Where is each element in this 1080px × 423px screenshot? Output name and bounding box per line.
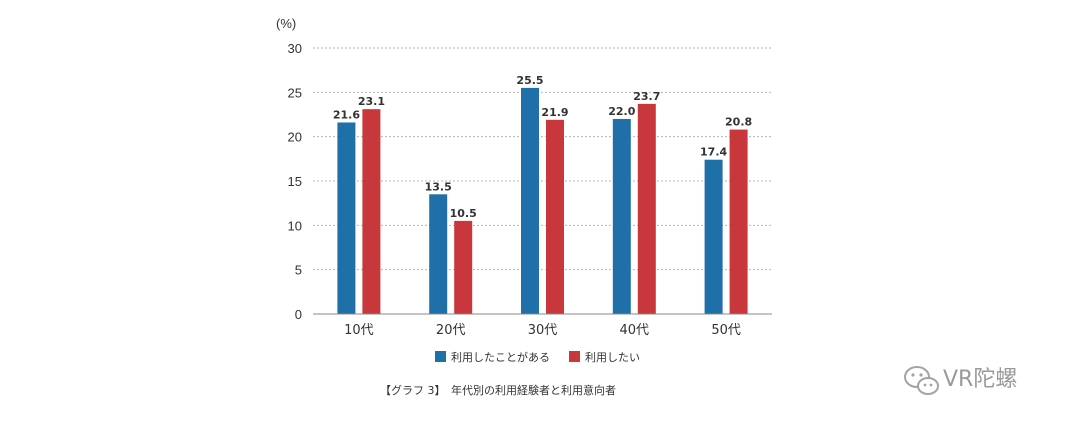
y-tick-label: 10 bbox=[288, 218, 302, 233]
data-labels: 21.623.1 13.5 10.5 25.5 21.9 22.0 23.7 17.4 20.8 bbox=[333, 74, 752, 220]
x-category-label: 40代 bbox=[620, 323, 650, 338]
watermark-text: VR陀螺 bbox=[943, 367, 1017, 392]
bar-series-2-50代 bbox=[729, 129, 748, 314]
legend-label-series-1: 利用したことがある bbox=[451, 350, 550, 364]
bar-series-2-40代 bbox=[637, 103, 656, 314]
legend: 利用したことがある 利用したい bbox=[435, 350, 640, 364]
y-unit-label: (%) bbox=[276, 16, 296, 31]
y-tick-label: 5 bbox=[295, 263, 302, 278]
data-label: 10.5 bbox=[450, 207, 477, 220]
y-tick-label: 0 bbox=[295, 307, 302, 322]
x-category-label: 30代 bbox=[528, 323, 558, 338]
data-label: 17.4 bbox=[700, 146, 727, 159]
data-label: 23.7 bbox=[633, 90, 660, 103]
x-category-label: 10代 bbox=[344, 323, 374, 338]
bar-series-1-10代 bbox=[337, 122, 356, 314]
watermark: VR陀螺 bbox=[904, 366, 1017, 395]
bar-series-2-10代 bbox=[362, 109, 381, 315]
y-tick-label: 25 bbox=[288, 85, 302, 100]
bar-series-1-20代 bbox=[429, 194, 448, 314]
gridlines bbox=[313, 47, 772, 271]
data-label: 22.0 bbox=[608, 105, 635, 118]
legend-swatch-series-2 bbox=[569, 351, 580, 362]
x-axis-categories: 10代 20代 30代 40代 50代 bbox=[344, 323, 741, 338]
legend-label-series-2: 利用したい bbox=[585, 351, 640, 364]
legend-swatch-series-1 bbox=[435, 351, 446, 362]
x-category-label: 50代 bbox=[711, 323, 741, 338]
data-label: 25.5 bbox=[516, 74, 543, 87]
bar-series-1-50代 bbox=[704, 159, 723, 314]
bar-series-1-40代 bbox=[612, 118, 631, 314]
wechat-logo-icon bbox=[904, 366, 939, 395]
data-label: 13.5 bbox=[425, 180, 452, 193]
x-category-label: 20代 bbox=[436, 323, 466, 338]
data-label: 21.6 bbox=[333, 108, 360, 121]
y-axis-ticks: 0 5 10 15 20 25 30 bbox=[288, 41, 302, 322]
y-tick-label: 15 bbox=[288, 174, 302, 189]
bars bbox=[337, 87, 748, 315]
y-tick-label: 30 bbox=[288, 41, 302, 56]
y-tick-label: 20 bbox=[288, 130, 302, 145]
data-label: 20.8 bbox=[725, 116, 752, 129]
bar-series-2-20代 bbox=[454, 220, 473, 314]
bar-series-2-30代 bbox=[546, 119, 564, 314]
bar-series-1-30代 bbox=[521, 87, 539, 315]
chart-caption: 【グラフ 3】 年代別の利用経験者と利用意向者 bbox=[380, 383, 616, 397]
data-label: 23.1 bbox=[358, 95, 385, 108]
data-label: 21.9 bbox=[541, 106, 568, 119]
